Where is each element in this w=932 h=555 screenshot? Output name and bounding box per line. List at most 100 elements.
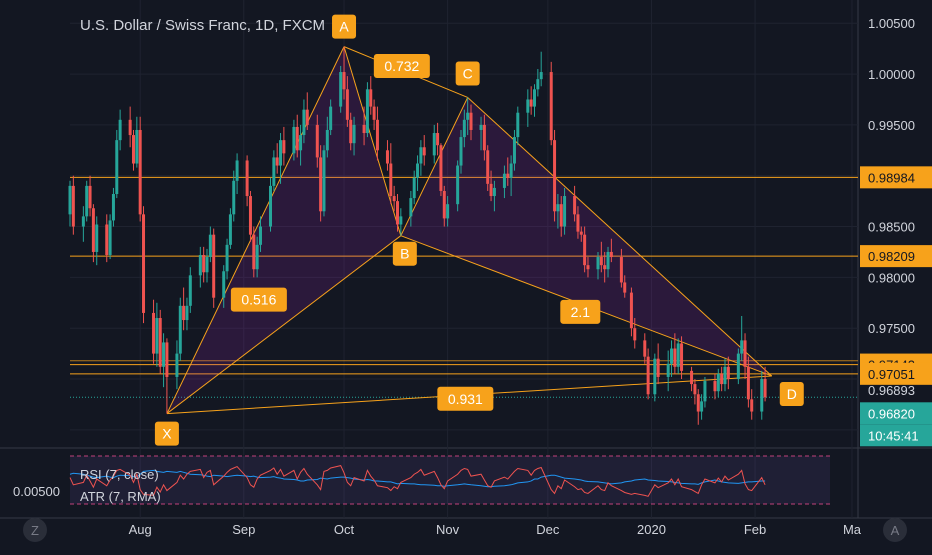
candle [389, 163, 393, 197]
candle [586, 265, 590, 270]
candle [81, 216, 85, 227]
ratio-label: 0.516 [241, 292, 276, 308]
candle [760, 379, 764, 412]
x-tick-label: Ma [843, 522, 862, 537]
candle [399, 216, 403, 225]
candle [88, 185, 92, 209]
candle [279, 140, 283, 166]
candle [188, 275, 192, 306]
candle [416, 163, 420, 178]
candle [469, 112, 473, 130]
candle [128, 119, 132, 136]
candle [342, 72, 346, 90]
candle [656, 358, 660, 377]
candle [446, 204, 450, 219]
x-tick-label: Oct [334, 522, 355, 537]
candle [111, 194, 115, 221]
x-tick-label: 2020 [637, 522, 666, 537]
pattern-leg-xa [166, 46, 345, 414]
candle [492, 187, 496, 197]
candle [205, 257, 209, 273]
pattern-xab-fill [166, 46, 401, 414]
pattern-point-d: D [787, 386, 797, 402]
candle [653, 358, 657, 395]
candle [258, 226, 262, 245]
candle [232, 180, 236, 215]
candle [619, 257, 623, 283]
candle [486, 150, 490, 184]
rsi-band [70, 456, 830, 504]
ratio-label-box [560, 299, 601, 324]
candle [419, 147, 423, 164]
candle [208, 234, 212, 258]
timezone-button[interactable] [23, 518, 47, 542]
ratio-label-box [230, 287, 287, 312]
candle [222, 271, 226, 298]
candle [559, 204, 563, 227]
candle [269, 185, 273, 227]
candle [609, 251, 613, 258]
candle [673, 348, 677, 367]
candle [646, 356, 650, 395]
x-tick-label: Aug [129, 522, 152, 537]
candle [643, 340, 647, 357]
candle [198, 255, 202, 276]
x-tick-label: Sep [232, 522, 255, 537]
candle [583, 234, 587, 266]
candle [305, 109, 309, 125]
y-tick-label: 0.98000 [868, 270, 915, 285]
ratio-label: 2.1 [571, 304, 591, 320]
candle [395, 201, 399, 225]
y-tick-label: 1.00500 [868, 16, 915, 31]
pattern-point-a: A [339, 19, 349, 35]
candle [696, 394, 700, 412]
candle [225, 244, 229, 272]
price-line-tag-label: 0.97051 [868, 367, 915, 382]
candle [212, 234, 216, 298]
candle [713, 381, 717, 392]
candle [275, 157, 279, 166]
candle [489, 183, 493, 197]
candle [369, 89, 373, 107]
candle [202, 255, 206, 273]
candle [175, 353, 179, 377]
candle [292, 126, 296, 154]
pattern-point-a-box [332, 14, 357, 39]
candle [529, 99, 533, 107]
pattern-point-x: X [162, 426, 172, 442]
candle [422, 147, 426, 156]
candle [409, 198, 413, 217]
candle [459, 137, 463, 166]
candle [456, 165, 460, 205]
candle [95, 224, 99, 252]
candle [325, 129, 329, 151]
candle [509, 163, 513, 178]
candle [319, 157, 323, 212]
candle [108, 220, 112, 256]
candle [436, 133, 440, 146]
candle [322, 150, 326, 212]
candle [432, 133, 436, 156]
candle [152, 312, 156, 354]
ratio-label: 0.931 [448, 391, 483, 407]
pattern-point-c-box [455, 61, 480, 86]
candle [385, 150, 389, 164]
pattern-leg-cd [467, 97, 773, 377]
candle [553, 140, 557, 212]
candle [392, 196, 396, 202]
candle [670, 348, 674, 364]
auto-scale-button[interactable] [883, 518, 907, 542]
current-price-tag [860, 402, 932, 425]
y-tick-label: 0.98500 [868, 220, 915, 235]
price-line-tag [860, 166, 932, 189]
candle [245, 160, 249, 197]
candle [462, 119, 466, 138]
candle [539, 72, 543, 80]
candle [743, 340, 747, 367]
countdown-tag [860, 424, 932, 447]
countdown-label: 10:45:41 [868, 428, 919, 443]
candle [372, 106, 376, 120]
ratio-label-box [373, 54, 430, 79]
